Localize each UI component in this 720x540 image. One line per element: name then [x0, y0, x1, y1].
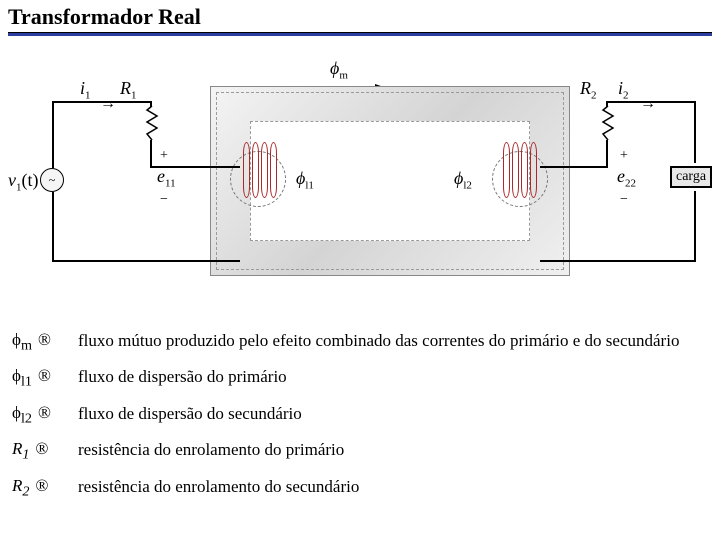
definitions-list: ϕm®fluxo mútuo produzido pelo efeito com… — [12, 330, 708, 512]
definition-symbol: R1® — [12, 439, 78, 463]
i1-arrow-icon: → — [100, 96, 116, 112]
definition-row: ϕl2®fluxo de dispersão do secundário — [12, 403, 708, 427]
phi-l1-label: ϕl1 — [296, 168, 314, 192]
load-box: carga — [670, 166, 712, 188]
secondary-coil — [500, 148, 540, 192]
definition-symbol: ϕm® — [12, 330, 78, 354]
e11-minus: − — [160, 192, 168, 208]
definition-row: R1®resistência do enrolamento do primári… — [12, 439, 708, 463]
definition-text: fluxo de dispersão do secundário — [78, 403, 708, 424]
definition-text: fluxo mútuo produzido pelo efeito combin… — [78, 330, 708, 351]
voltage-source-icon: ~ — [40, 168, 64, 192]
accent-bar — [8, 33, 712, 36]
resistor-r2-icon — [603, 106, 609, 140]
definition-text: resistência do enrolamento do secundário — [78, 476, 708, 497]
definition-row: R2®resistência do enrolamento do secundá… — [12, 476, 708, 500]
definition-text: fluxo de dispersão do primário — [78, 366, 708, 387]
resistor-r1-icon — [147, 106, 153, 140]
page-header: Transformador Real — [0, 0, 720, 36]
core-window — [250, 121, 530, 241]
definition-symbol: ϕl1® — [12, 366, 78, 390]
definition-text: resistência do enrolamento do primário — [78, 439, 708, 460]
e11-label: e11 — [157, 166, 176, 190]
v1t-label: v1(t) — [8, 170, 39, 194]
page-title: Transformador Real — [8, 4, 712, 33]
definition-symbol: ϕl2® — [12, 403, 78, 427]
i2-arrow-icon: → — [640, 96, 656, 112]
i2-label: i2 — [618, 78, 629, 102]
definition-symbol: R2® — [12, 476, 78, 500]
transformer-diagram: ϕm ~ i1 → R1 v1(t) + e11 − ϕl1 — [0, 56, 720, 316]
e22-plus: + — [620, 148, 628, 164]
e11-plus: + — [160, 148, 168, 164]
e22-label: e22 — [617, 166, 636, 190]
definition-row: ϕm®fluxo mútuo produzido pelo efeito com… — [12, 330, 708, 354]
e22-minus: − — [620, 192, 628, 208]
r2-label: R2 — [580, 78, 597, 102]
phi-l2-label: ϕl2 — [454, 168, 472, 192]
primary-coil — [240, 148, 280, 192]
i1-label: i1 — [80, 78, 91, 102]
definition-row: ϕl1®fluxo de dispersão do primário — [12, 366, 708, 390]
phi-m-top-label: ϕm — [330, 58, 348, 82]
r1-label: R1 — [120, 78, 137, 102]
